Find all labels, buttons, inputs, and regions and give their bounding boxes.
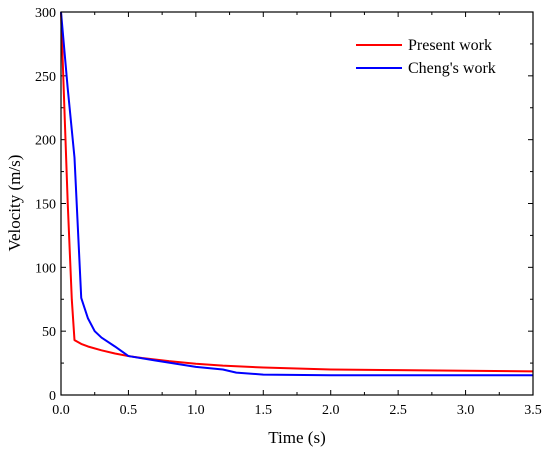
x-tick-label: 0.0 (52, 403, 70, 418)
x-tick-label: 1.0 (187, 403, 205, 418)
y-tick-label: 150 (35, 198, 56, 213)
x-tick-label: 3.0 (457, 403, 475, 418)
x-tick-label: 3.5 (524, 403, 542, 418)
y-tick-label: 250 (35, 70, 56, 85)
y-tick-label: 100 (35, 261, 56, 276)
tick-labels: 0.0 0.5 1.0 1.5 2.0 2.5 3.0 3.5 0 50 100 150 200 250 3… (35, 6, 542, 418)
legend-label-chengs-work: Cheng's work (408, 60, 496, 77)
x-tick-label: 0.5 (120, 403, 138, 418)
x-axis-title: Time (s) (268, 428, 325, 447)
x-tick-label: 2.5 (389, 403, 407, 418)
x-tick-label: 2.0 (322, 403, 340, 418)
plot-frame (60, 11, 534, 396)
legend: Present work Cheng's work (356, 37, 496, 77)
x-tick-label: 1.5 (255, 403, 273, 418)
y-tick-label: 50 (42, 325, 56, 340)
y-axis-title: Velocity (m/s) (5, 155, 24, 252)
series-lines (60, 11, 534, 377)
legend-label-present-work: Present work (408, 37, 492, 54)
y-tick-label: 200 (35, 134, 56, 149)
y-tick-label: 0 (49, 389, 56, 404)
y-tick-label: 300 (35, 6, 56, 21)
series-line-chengs-work (60, 11, 533, 377)
